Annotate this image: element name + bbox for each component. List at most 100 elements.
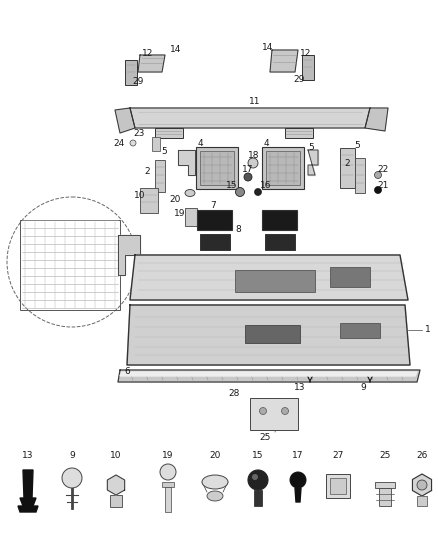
- Circle shape: [130, 140, 136, 146]
- Text: 28: 28: [229, 389, 240, 398]
- Text: 9: 9: [360, 383, 366, 392]
- Text: 8: 8: [235, 225, 241, 235]
- Polygon shape: [308, 150, 318, 175]
- Bar: [340, 323, 380, 338]
- Polygon shape: [130, 108, 370, 128]
- Bar: [20, 220, 120, 310]
- Text: 12: 12: [142, 49, 154, 58]
- Bar: [235, 270, 315, 292]
- Text: 16: 16: [260, 181, 272, 190]
- Bar: [355, 158, 365, 193]
- Text: 2: 2: [344, 158, 350, 167]
- Bar: [417, 496, 427, 506]
- Polygon shape: [413, 474, 431, 496]
- Bar: [200, 234, 230, 250]
- Bar: [245, 325, 300, 343]
- Ellipse shape: [185, 190, 195, 197]
- Text: 15: 15: [252, 451, 264, 461]
- Text: 13: 13: [293, 384, 305, 392]
- Circle shape: [62, 468, 82, 488]
- Text: 14: 14: [170, 45, 181, 54]
- Polygon shape: [138, 55, 165, 72]
- Text: 12: 12: [300, 49, 311, 58]
- Text: 4: 4: [263, 139, 269, 148]
- Bar: [330, 267, 370, 287]
- Text: 2: 2: [145, 167, 150, 176]
- Circle shape: [252, 474, 258, 480]
- Text: 5: 5: [161, 148, 167, 157]
- Bar: [262, 147, 304, 189]
- Circle shape: [236, 188, 244, 197]
- Polygon shape: [118, 370, 420, 382]
- Text: 13: 13: [22, 451, 34, 461]
- Bar: [152, 137, 160, 151]
- Text: 9: 9: [69, 451, 75, 461]
- Polygon shape: [115, 108, 135, 133]
- Circle shape: [374, 187, 381, 193]
- Text: 15: 15: [226, 181, 237, 190]
- Polygon shape: [107, 475, 125, 495]
- Circle shape: [259, 408, 266, 415]
- Text: 5: 5: [354, 141, 360, 149]
- Polygon shape: [118, 235, 140, 275]
- Polygon shape: [295, 488, 301, 502]
- Text: 6: 6: [124, 367, 130, 376]
- Text: 29: 29: [293, 76, 304, 85]
- Circle shape: [160, 464, 176, 480]
- Text: 7: 7: [210, 200, 216, 209]
- Text: 19: 19: [173, 208, 185, 217]
- Polygon shape: [127, 305, 410, 365]
- Text: 27: 27: [332, 451, 344, 461]
- Text: 14: 14: [262, 43, 274, 52]
- Circle shape: [244, 173, 252, 181]
- Text: 21: 21: [377, 181, 389, 190]
- Polygon shape: [130, 255, 408, 300]
- Bar: [197, 210, 232, 230]
- Bar: [155, 128, 183, 138]
- Bar: [110, 495, 122, 507]
- Circle shape: [248, 470, 268, 490]
- Bar: [330, 478, 346, 494]
- Circle shape: [248, 158, 258, 168]
- Text: 25: 25: [259, 432, 271, 441]
- Circle shape: [290, 472, 306, 488]
- Bar: [340, 148, 355, 188]
- Text: 20: 20: [170, 196, 181, 205]
- Bar: [140, 188, 158, 213]
- Text: 17: 17: [292, 451, 304, 461]
- Text: 23: 23: [134, 128, 145, 138]
- Text: 5: 5: [308, 143, 314, 152]
- Text: 10: 10: [134, 190, 145, 199]
- Bar: [266, 151, 300, 185]
- Polygon shape: [178, 150, 195, 175]
- Polygon shape: [120, 372, 417, 376]
- Bar: [262, 210, 297, 230]
- Bar: [165, 487, 171, 512]
- Circle shape: [374, 172, 381, 179]
- Polygon shape: [23, 470, 33, 498]
- Bar: [162, 482, 174, 487]
- Bar: [375, 482, 395, 488]
- Text: 20: 20: [209, 451, 221, 461]
- Text: 10: 10: [110, 451, 122, 461]
- Bar: [155, 160, 165, 192]
- Text: 18: 18: [248, 150, 259, 159]
- Circle shape: [282, 408, 289, 415]
- Bar: [196, 147, 238, 189]
- Bar: [302, 55, 314, 80]
- Polygon shape: [18, 506, 38, 512]
- Bar: [379, 488, 391, 506]
- Circle shape: [417, 480, 427, 490]
- Text: 4: 4: [197, 139, 203, 148]
- Bar: [250, 398, 298, 430]
- Polygon shape: [365, 108, 388, 131]
- Bar: [185, 208, 197, 226]
- Polygon shape: [270, 50, 298, 72]
- Bar: [265, 234, 295, 250]
- Bar: [254, 490, 262, 506]
- Text: 22: 22: [377, 166, 388, 174]
- Circle shape: [254, 189, 261, 196]
- Text: 11: 11: [249, 98, 261, 107]
- Text: 19: 19: [162, 451, 174, 461]
- Text: 25: 25: [379, 451, 391, 461]
